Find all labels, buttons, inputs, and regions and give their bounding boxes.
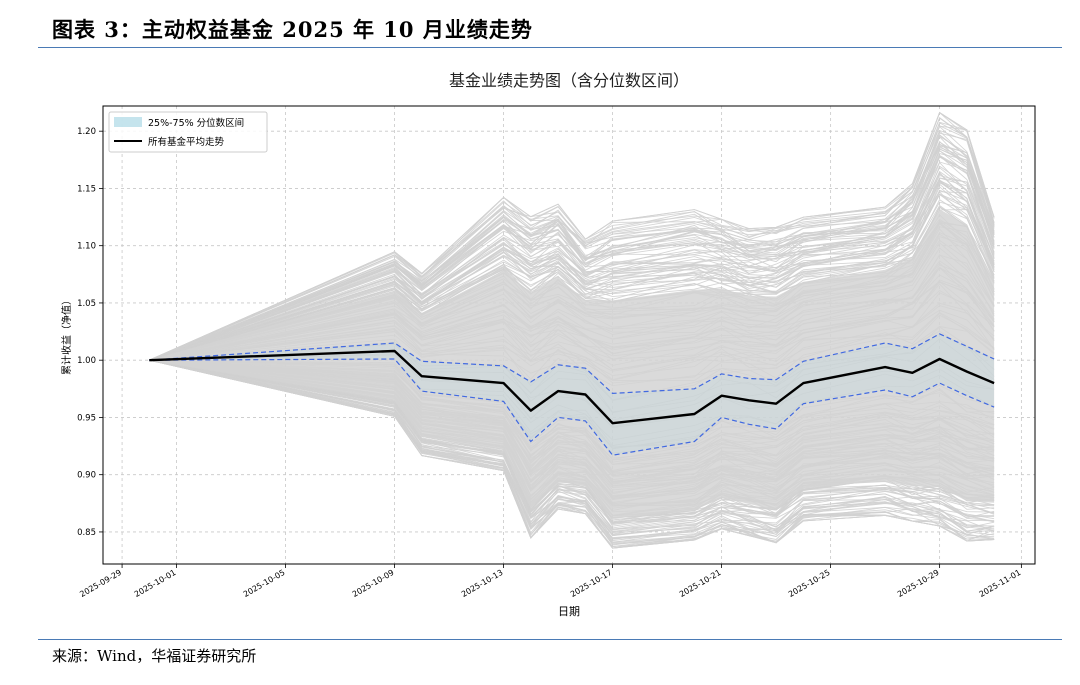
mean-line [149, 349, 995, 425]
y-tick-label: 0.90 [77, 471, 96, 481]
x-axis-label: 日期 [558, 605, 580, 618]
fund-line [149, 359, 995, 533]
fund-line [149, 143, 995, 361]
fund-line [149, 111, 995, 361]
q25-line [149, 358, 995, 456]
x-tick-label: 2025-10-17 [569, 568, 614, 599]
fund-line [149, 359, 995, 530]
y-tick-label: 1.05 [77, 299, 96, 309]
source-note: 来源：Wind，华福证券研究所 [52, 647, 257, 665]
legend: 25%-75% 分位数区间 所有基金平均走势 [108, 111, 268, 153]
legend-quartile-label: 25%-75% 分位数区间 [148, 117, 244, 129]
fund-density-band [149, 209, 995, 519]
series-layer [149, 333, 995, 456]
figure-title: 图表 3：主动权益基金 2025 年 10 月业绩走势 [52, 17, 533, 42]
legend-box [108, 111, 268, 153]
fund-line [149, 181, 995, 361]
fund-line [149, 146, 995, 361]
x-tick-label: 2025-11-01 [978, 568, 1023, 599]
fund-line [149, 134, 995, 361]
fund-line [149, 145, 995, 361]
fund-line [149, 166, 995, 361]
title-rule [38, 47, 1062, 48]
legend-quartile-swatch [114, 117, 142, 127]
y-tick-label: 1.00 [77, 356, 96, 366]
x-tick-label: 2025-10-25 [787, 568, 832, 599]
x-tick-label: 2025-10-09 [351, 568, 396, 599]
fund-line [149, 207, 995, 361]
y-tick-label: 0.95 [77, 413, 96, 423]
fund-line [149, 179, 995, 361]
x-tick-label: 2025-10-13 [460, 568, 505, 599]
fund-line [149, 125, 995, 361]
plot-frame [102, 105, 1036, 565]
fund-line [149, 122, 995, 361]
y-tick-label: 1.20 [77, 127, 96, 137]
quartile-band [149, 333, 995, 456]
y-axis-label: 累计收益（净值） [60, 295, 73, 375]
legend-mean-label: 所有基金平均走势 [148, 136, 225, 148]
source-rule [38, 639, 1062, 640]
fund-line [149, 194, 995, 361]
fund-lines-layer [149, 111, 995, 549]
x-tick-label: 2025-09-29 [78, 568, 123, 599]
y-tick-label: 1.10 [77, 242, 96, 252]
q75-line [149, 333, 995, 395]
fund-line [149, 201, 995, 361]
fund-line [149, 191, 995, 361]
x-tick-label: 2025-10-01 [133, 568, 178, 599]
chart-title: 基金业绩走势图（含分位数区间） [449, 71, 689, 90]
fund-line [149, 161, 995, 361]
y-tick-label: 1.15 [77, 184, 96, 194]
fund-line [149, 125, 995, 361]
fund-line [149, 180, 995, 361]
fund-line [149, 130, 995, 361]
fund-line [149, 152, 995, 361]
fund-line [149, 359, 995, 533]
x-tick-label: 2025-10-05 [242, 568, 287, 599]
y-tick-label: 0.85 [77, 528, 96, 538]
fund-line [149, 148, 995, 361]
x-tick-label: 2025-10-29 [896, 568, 941, 599]
x-tick-label: 2025-10-21 [678, 568, 723, 599]
performance-chart: 基金业绩走势图（含分位数区间） 0.85 0.90 0.95 1.00 1.05 1.10… [60, 71, 1036, 618]
fund-line [149, 359, 995, 518]
fund-line [149, 359, 995, 544]
fund-line [149, 359, 995, 545]
